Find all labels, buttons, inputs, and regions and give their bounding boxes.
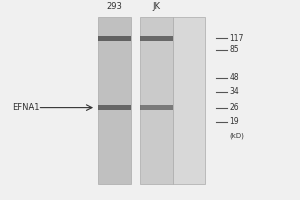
Text: 48: 48 [230, 73, 239, 82]
FancyBboxPatch shape [140, 17, 172, 184]
Text: 19: 19 [230, 117, 239, 126]
Text: 85: 85 [230, 45, 239, 54]
Text: JK: JK [152, 2, 160, 11]
FancyBboxPatch shape [98, 105, 130, 110]
Text: 26: 26 [230, 103, 239, 112]
FancyBboxPatch shape [98, 36, 130, 41]
Text: 34: 34 [230, 87, 239, 96]
Text: (kD): (kD) [230, 132, 244, 139]
Text: 117: 117 [230, 34, 244, 43]
FancyBboxPatch shape [172, 17, 206, 184]
Text: EFNA1: EFNA1 [12, 103, 40, 112]
FancyBboxPatch shape [140, 105, 172, 110]
Text: --: -- [28, 103, 34, 112]
FancyBboxPatch shape [98, 17, 130, 184]
Text: 293: 293 [106, 2, 122, 11]
FancyBboxPatch shape [140, 36, 172, 41]
